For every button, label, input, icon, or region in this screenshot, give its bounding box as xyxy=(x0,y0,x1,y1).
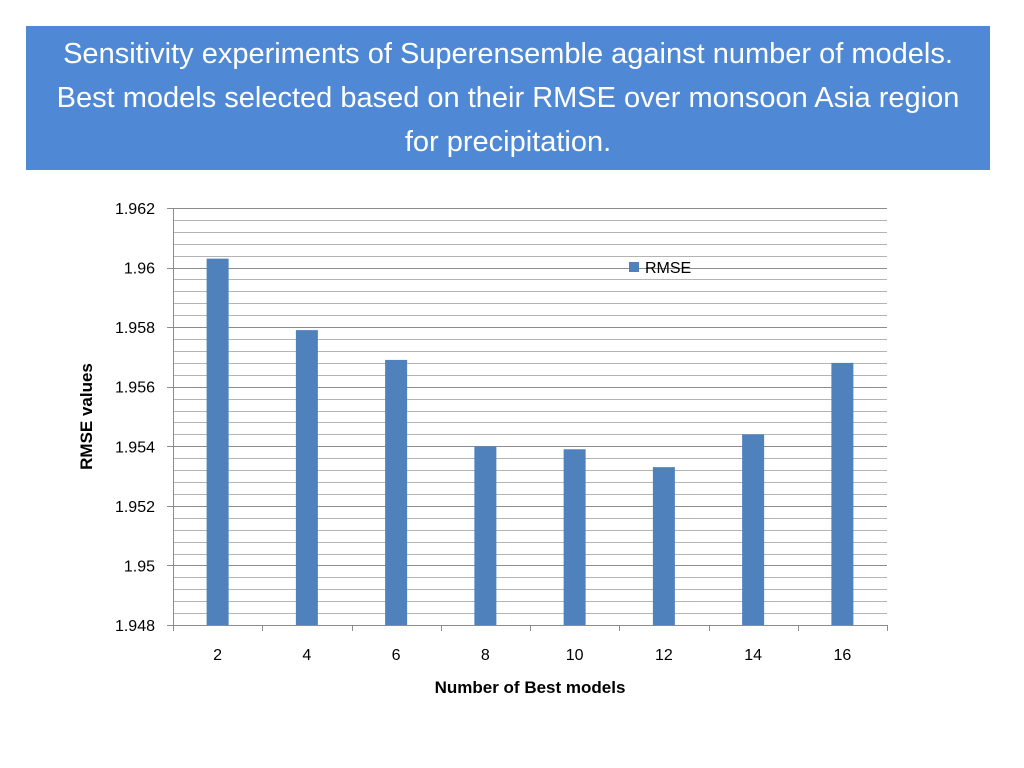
y-tick-label: 1.958 xyxy=(115,320,155,337)
x-tick-label: 6 xyxy=(392,647,401,664)
bar-14 xyxy=(742,434,765,625)
legend-swatch-rmse xyxy=(629,262,639,272)
gridlines xyxy=(173,208,887,614)
bar-2 xyxy=(206,258,229,625)
y-tick-label: 1.95 xyxy=(124,558,155,575)
x-tick-label: 4 xyxy=(302,647,311,664)
x-tick-label: 12 xyxy=(655,647,673,664)
x-tick-label: 2 xyxy=(213,647,222,664)
y-tick-label: 1.962 xyxy=(115,201,155,218)
legend: RMSE xyxy=(629,260,691,277)
bar-4 xyxy=(295,330,318,625)
bars xyxy=(206,258,854,625)
y-tick-label: 1.956 xyxy=(115,380,155,397)
bar-16 xyxy=(831,362,854,625)
y-tick-label: 1.952 xyxy=(115,499,155,516)
x-tick-labels: 2 4 6 8 10 12 14 16 xyxy=(213,647,851,664)
x-tick-label: 8 xyxy=(481,647,490,664)
title-banner: Sensitivity experiments of Superensemble… xyxy=(26,26,990,170)
x-axis-title: Number of Best models xyxy=(435,678,626,697)
y-axis-title: RMSE values xyxy=(77,363,96,470)
legend-label-rmse: RMSE xyxy=(645,260,691,277)
slide-title: Sensitivity experiments of Superensemble… xyxy=(56,38,960,158)
axes xyxy=(167,208,888,631)
bar-8 xyxy=(474,446,497,625)
x-tick-label: 10 xyxy=(566,647,584,664)
y-tick-label: 1.954 xyxy=(115,439,155,456)
y-tick-labels: 1.948 1.95 1.952 1.954 1.956 1.958 1.96 1.962 xyxy=(115,201,155,635)
bar-10 xyxy=(563,449,586,625)
x-tick-label: 14 xyxy=(744,647,762,664)
y-tick-label: 1.96 xyxy=(124,261,155,278)
bar-6 xyxy=(385,359,408,625)
y-tick-label: 1.948 xyxy=(115,618,155,635)
bar-12 xyxy=(652,467,675,625)
x-tick-label: 16 xyxy=(833,647,851,664)
